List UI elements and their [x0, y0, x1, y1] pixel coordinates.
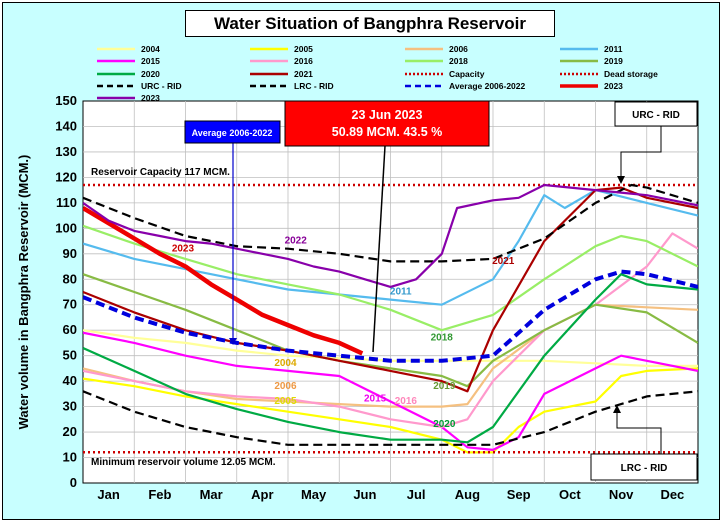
legend-entry: 2018 — [449, 56, 468, 66]
series-line — [83, 224, 698, 332]
legend-entry: Average 2006-2022 — [449, 81, 526, 91]
legend-entry: 2005 — [294, 44, 313, 54]
lrc-box-label: LRC - RID — [621, 463, 668, 474]
series-line — [83, 269, 698, 363]
average-box-label: Average 2006-2022 — [192, 128, 273, 138]
series-label: 2021 — [492, 256, 515, 267]
y-tick-label: 80 — [63, 271, 77, 286]
series-line — [83, 189, 698, 306]
y-tick-label: 30 — [63, 399, 77, 414]
urc-pointer-line — [620, 125, 662, 180]
series-line — [83, 206, 364, 356]
x-tick-label: Apr — [251, 487, 273, 502]
series-label: 2004 — [274, 358, 297, 369]
legend-entry: 2015 — [141, 56, 160, 66]
series-line — [83, 367, 698, 454]
y-axis-label: Water volume in Bangphra Reservoir (MCM.… — [16, 155, 31, 430]
capacity-label: Reservoir Capacity 117 MCM. — [91, 167, 230, 178]
average-arrowhead — [229, 338, 237, 345]
series-label: 2020 — [433, 419, 456, 430]
lrc-arrowhead — [613, 405, 621, 413]
series-label: 2011 — [390, 287, 412, 298]
series-label: 2015 — [364, 394, 387, 405]
series-label: 2019 — [433, 381, 456, 392]
series-line — [83, 186, 698, 393]
legend-entry: 2004 — [141, 44, 160, 54]
urc-box-label: URC - RID — [632, 110, 680, 121]
urc-box — [614, 101, 698, 127]
current-volume: 50.89 MCM. 43.5 % — [332, 125, 442, 139]
y-axis: 0 10 20 30 40 50 60 70 80 90 100 110 120 130 140 150 — [55, 93, 77, 490]
x-tick-label: Jan — [97, 487, 119, 502]
legend-entry: 2020 — [141, 69, 160, 79]
x-tick-label: Jul — [407, 487, 426, 502]
y-tick-label: 110 — [56, 195, 77, 210]
series-label: 2023 — [172, 243, 195, 254]
y-tick-label: 100 — [55, 220, 77, 235]
series-line — [83, 331, 698, 451]
average-box — [184, 120, 281, 144]
y-tick-label: 50 — [63, 348, 77, 363]
y-tick-label: 40 — [63, 373, 77, 388]
x-tick-label: Mar — [200, 487, 223, 502]
lrc-pointer-line — [616, 410, 662, 454]
x-tick-label: Dec — [660, 487, 684, 502]
grid-lines — [83, 101, 698, 483]
y-tick-label: 10 — [63, 450, 77, 465]
current-value-box — [284, 100, 490, 147]
lrc-box — [590, 453, 698, 481]
x-tick-label: Aug — [455, 487, 480, 502]
y-tick-label: 70 — [63, 297, 77, 312]
series-labels: 2023 2022 2021 2011 2018 2004 2006 2005 2015 2016… — [172, 236, 515, 430]
y-tick-label: 150 — [55, 93, 77, 108]
series-label: 2022 — [285, 236, 308, 247]
current-pointer-line — [372, 145, 386, 353]
series-label: 2016 — [395, 396, 418, 407]
x-tick-label: May — [301, 487, 327, 502]
x-tick-label: Feb — [148, 487, 171, 502]
y-tick-label: 130 — [55, 144, 77, 159]
min-volume-label: Minimum reservoir volume 12.05 MCM. — [91, 457, 276, 468]
legend-entry: 2011 — [604, 44, 623, 54]
current-date: 23 Jun 2023 — [352, 108, 423, 122]
x-axis: Jan Feb Mar Apr May Jun Jul Aug Sep Oct Nov Dec — [97, 487, 684, 502]
x-tick-label: Oct — [559, 487, 581, 502]
legend-entry: 2023 — [141, 93, 160, 103]
series-line — [83, 183, 698, 263]
legend-entry: 2019 — [604, 56, 623, 66]
legend-entry: Dead storage — [604, 69, 658, 79]
series-label: 2018 — [431, 332, 454, 343]
x-tick-label: Sep — [507, 487, 531, 502]
urc-arrowhead — [617, 176, 625, 184]
y-tick-label: 20 — [63, 424, 77, 439]
legend: 2004 2005 2006 2011 2015 2016 2018 2019 2020 2021… — [97, 44, 658, 103]
legend-entry: 2006 — [449, 44, 468, 54]
series-line — [83, 273, 698, 444]
y-tick-label: 60 — [63, 322, 77, 337]
legend-entry: Capacity — [449, 69, 485, 79]
series-line — [83, 232, 698, 429]
series-line — [83, 183, 698, 288]
series-lines — [83, 183, 698, 454]
legend-entry: LRC - RID — [294, 81, 334, 91]
legend-entry: 2016 — [294, 56, 313, 66]
chart-title: Water Situation of Bangphra Reservoir — [185, 10, 555, 37]
x-tick-label: Jun — [353, 487, 376, 502]
x-tick-label: Nov — [609, 487, 634, 502]
y-tick-label: 0 — [70, 475, 77, 490]
legend-entry: 2021 — [294, 69, 313, 79]
series-line — [83, 390, 698, 446]
series-label: 2005 — [274, 396, 297, 407]
legend-entry: URC - RID — [141, 81, 182, 91]
series-label: 2006 — [274, 381, 297, 392]
y-tick-label: 90 — [63, 246, 77, 261]
y-tick-label: 120 — [55, 169, 77, 184]
y-tick-label: 140 — [55, 118, 77, 133]
legend-entry: 2023 — [604, 81, 623, 91]
